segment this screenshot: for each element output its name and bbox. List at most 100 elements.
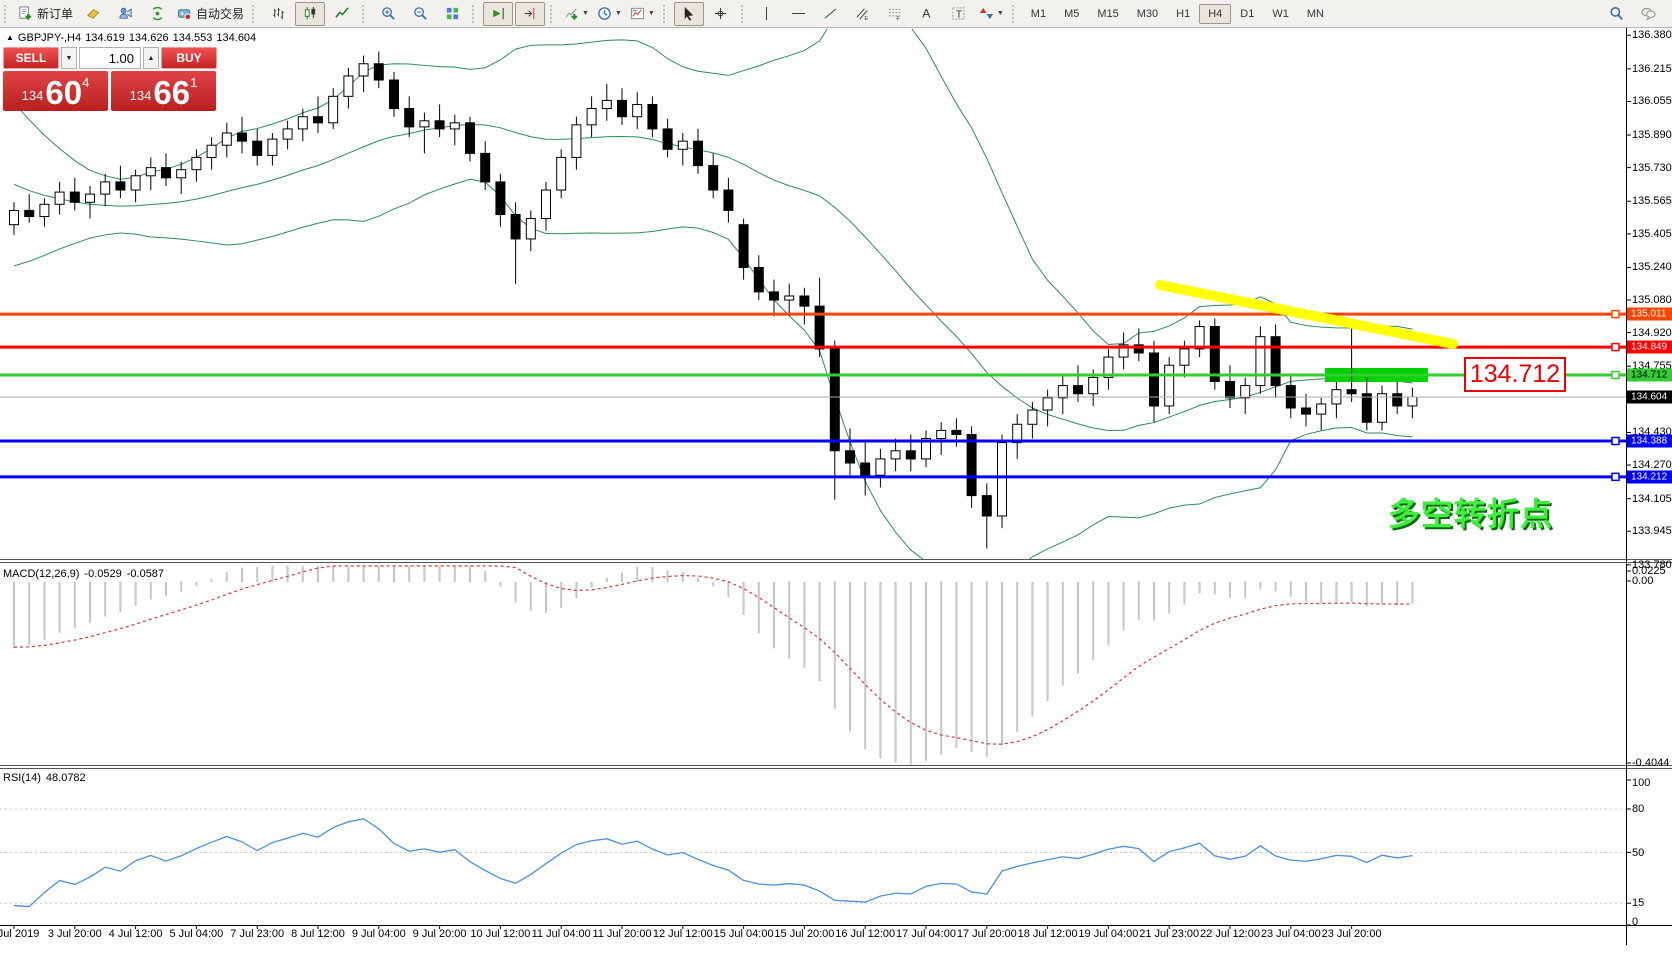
price-tick-label: 135.890 — [1632, 129, 1672, 142]
timeframe-w1-button[interactable]: W1 — [1272, 7, 1289, 20]
price-tick-label: 136.380 — [1632, 29, 1672, 42]
level-line-anchor[interactable] — [1611, 436, 1620, 446]
chevron-down-icon: ▼ — [647, 10, 655, 17]
eraser-button[interactable] — [78, 2, 108, 26]
bar-chart-button[interactable] — [263, 2, 293, 26]
time-tick-label: 11 Jul 20:00 — [592, 928, 652, 940]
rsi-tick-label: 0 — [1632, 916, 1639, 928]
periods-button[interactable]: ▼ — [594, 2, 625, 26]
templates-icon — [630, 7, 644, 20]
buy-price-pip: 1 — [190, 75, 198, 90]
buy-button[interactable]: BUY — [161, 47, 217, 69]
price-tick-label: 134.105 — [1632, 492, 1672, 505]
price-tick-label: 135.240 — [1632, 261, 1672, 274]
horizontal-line-icon — [792, 13, 806, 14]
buy-price-box[interactable]: 134 66 1 — [111, 71, 216, 111]
time-tick-label: 21 Jul 23:00 — [1139, 928, 1200, 940]
text-label-icon: T — [952, 7, 965, 21]
tile-windows-button[interactable] — [437, 2, 467, 26]
collapse-arrow-icon[interactable]: ▲ — [6, 33, 14, 42]
auto-scroll-button[interactable] — [483, 1, 514, 26]
timeframe-m30-button[interactable]: M30 — [1136, 7, 1159, 20]
time-tick-label: 4 Jul 12:00 — [108, 928, 163, 940]
volume-decrement-button[interactable]: ▼ — [61, 47, 77, 69]
level-line-anchor[interactable] — [1611, 472, 1620, 482]
volume-input[interactable]: 1.00 — [79, 47, 141, 69]
arrows-icon — [979, 7, 993, 20]
crosshair-button[interactable] — [706, 2, 736, 26]
yellow-trendline[interactable] — [1155, 280, 1458, 349]
zoom-out-button[interactable] — [405, 2, 435, 26]
buy-price-main: 66 — [153, 74, 191, 111]
time-tick-label: 19 Jul 04:00 — [1078, 928, 1139, 940]
chevron-down-icon: ▼ — [614, 10, 622, 17]
search-icon — [1609, 6, 1623, 21]
sell-button[interactable]: SELL — [3, 47, 59, 69]
chinese-annotation[interactable]: 多空转折点 — [1388, 496, 1554, 532]
time-tick-label: 17 Jul 20:00 — [956, 928, 1017, 940]
timeframe-d1-button[interactable]: D1 — [1240, 7, 1255, 20]
cursor-button[interactable] — [673, 1, 704, 26]
vertical-line-button[interactable] — [752, 2, 782, 26]
sell-price-box[interactable]: 134 60 4 — [3, 71, 108, 111]
chart-shift-button[interactable] — [515, 1, 546, 26]
equidistant-channel-icon: E — [856, 8, 869, 21]
text-button[interactable]: A — [912, 2, 942, 26]
line-chart-button[interactable] — [327, 2, 357, 26]
time-tick-label: 22 Jul 12:00 — [1200, 928, 1260, 940]
timeframe-h4-button[interactable]: H4 — [1199, 3, 1232, 24]
time-tick-label: 8 Jul 12:00 — [291, 928, 345, 940]
text-label-button[interactable]: T — [944, 2, 974, 26]
time-tick-label: 23 Jul 20:00 — [1321, 928, 1382, 940]
templates-button[interactable]: ▼ — [627, 2, 658, 26]
time-tick-label: 15 Jul 04:00 — [713, 928, 774, 940]
sell-price-base: 134 — [21, 88, 44, 103]
level-line-anchor[interactable] — [1611, 309, 1620, 319]
toolbar-grip — [362, 4, 367, 23]
horizontal-line-button[interactable] — [784, 2, 814, 26]
equidistant-channel-button[interactable]: E — [848, 2, 878, 26]
price-tick-label: 136.215 — [1632, 62, 1672, 75]
timeframe-h1-button[interactable]: H1 — [1176, 7, 1191, 20]
candlestick-chart-icon — [304, 6, 315, 20]
candlestick-chart-button[interactable] — [295, 1, 326, 26]
time-tick-label: 15 Jul 20:00 — [774, 928, 835, 940]
price-tick-label: 135.565 — [1632, 195, 1672, 208]
level-line-anchor[interactable] — [1611, 370, 1620, 380]
chevron-down-icon: ▼ — [996, 10, 1004, 17]
search-button[interactable] — [1601, 2, 1631, 26]
timeframe-m5-button[interactable]: M5 — [1064, 7, 1080, 20]
zoom-in-button[interactable] — [373, 2, 403, 26]
autotrading-button[interactable]: 自动交易 — [174, 2, 247, 26]
chevron-down-icon: ▼ — [582, 10, 589, 17]
svg-text:E: E — [865, 16, 869, 21]
time-tick-label: 23 Jul 04:00 — [1260, 928, 1321, 940]
crosshair-icon — [715, 7, 727, 20]
timeframe-m15-button[interactable]: M15 — [1097, 7, 1119, 20]
main-toolbar: 新订单 自动交易 ▼ ▼ ▼ E F A T ▼ M1 M5 M15 M30 H1 H4 D1 W1 MN — [0, 0, 1672, 28]
chat-button[interactable] — [1633, 2, 1663, 26]
arrows-button[interactable]: ▼ — [976, 2, 1007, 26]
signals-button[interactable] — [142, 2, 172, 26]
bar-chart-icon — [272, 7, 284, 20]
fibonacci-button[interactable]: F — [880, 2, 910, 26]
volume-increment-button[interactable]: ▲ — [143, 47, 159, 69]
macd-pane — [13, 565, 1414, 765]
timeframe-m1-button[interactable]: M1 — [1030, 7, 1047, 20]
profiles-icon — [118, 7, 132, 19]
new-order-button[interactable]: 新订单 — [15, 2, 76, 26]
close-value: 134.604 — [216, 32, 257, 44]
current-price-chip: 134.604 — [1627, 390, 1672, 404]
symbol-period: GBPJPY-,H4 — [17, 32, 82, 44]
level-line-anchor[interactable] — [1611, 342, 1620, 352]
indicators-button[interactable]: ▼ — [561, 2, 592, 26]
autotrading-icon — [177, 9, 192, 21]
profiles-button[interactable] — [110, 2, 140, 26]
price-callout-label[interactable]: 134.712 — [1464, 357, 1566, 392]
timeframe-mn-button[interactable]: MN — [1306, 7, 1324, 20]
trendline-button[interactable] — [816, 2, 846, 26]
level-price-chip: 134.849 — [1627, 340, 1672, 354]
time-tick-label: 11 Jul 04:00 — [531, 928, 591, 940]
bollinger-bands — [13, 29, 1413, 560]
